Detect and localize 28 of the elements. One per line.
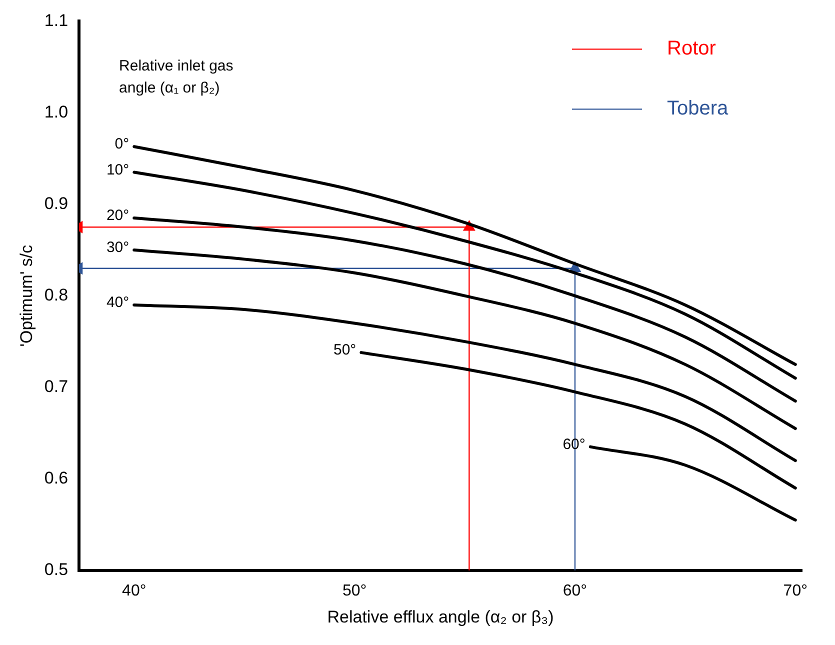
x-tick-label: 70° [783,582,808,600]
y-tick-label: 0.6 [44,468,68,488]
line-series [132,303,797,462]
series-label: 0° [114,136,130,153]
x-tick-label: 60° [562,582,588,600]
y-tick-label: 0.5 [44,560,68,580]
x-tick-label: 50° [342,582,367,600]
line-series [132,170,797,380]
x-tick-label: 40° [122,582,146,600]
line-series [132,145,797,366]
y-tick-label: 1.1 [44,10,68,30]
series-label: 10° [106,161,130,178]
series-label: 40° [106,294,130,312]
line-series [132,216,797,403]
y-axis-title: 'Optimum' s/c [16,244,36,347]
y-tick-label: 0.8 [44,285,68,304]
y-tick-label: 1.0 [44,102,68,122]
series-label: 50° [333,342,356,359]
line-series [360,351,797,490]
legend-label: Tobera [667,98,730,120]
y-tick-label: 0.7 [44,377,68,396]
series-label: 30° [106,239,130,256]
legend-label: Rotor [667,38,716,60]
line-series [132,248,797,430]
series-label: 20° [106,207,130,224]
legend-title: Relative inlet gas angle (α₁ or β₂) [119,57,234,96]
x-axis-title: Relative efflux angle (α₂ or β₃) [327,607,554,626]
y-tick-label: 0.9 [44,194,68,213]
